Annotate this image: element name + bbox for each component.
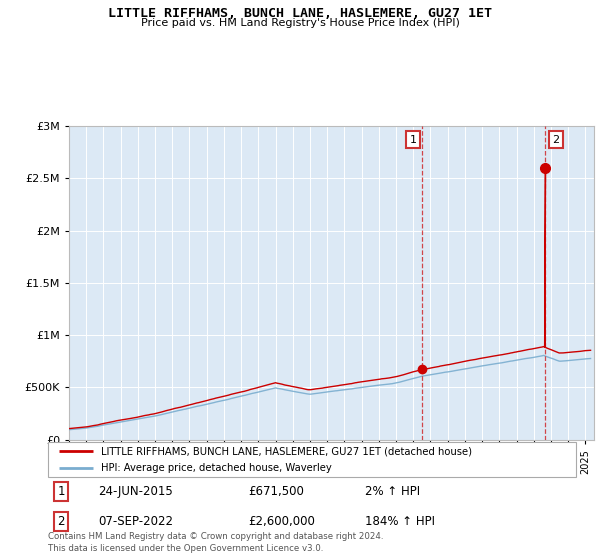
Text: 2% ↑ HPI: 2% ↑ HPI xyxy=(365,485,420,498)
Bar xyxy=(422,126,594,440)
Text: LITTLE RIFFHAMS, BUNCH LANE, HASLEMERE, GU27 1ET: LITTLE RIFFHAMS, BUNCH LANE, HASLEMERE, … xyxy=(108,7,492,20)
Text: 2: 2 xyxy=(552,134,559,144)
Text: 184% ↑ HPI: 184% ↑ HPI xyxy=(365,515,435,528)
Text: Price paid vs. HM Land Registry's House Price Index (HPI): Price paid vs. HM Land Registry's House … xyxy=(140,18,460,28)
Text: 07-SEP-2022: 07-SEP-2022 xyxy=(98,515,173,528)
FancyBboxPatch shape xyxy=(48,442,576,477)
Text: Contains HM Land Registry data © Crown copyright and database right 2024.
This d: Contains HM Land Registry data © Crown c… xyxy=(48,533,383,553)
Text: £2,600,000: £2,600,000 xyxy=(248,515,316,528)
Text: 2: 2 xyxy=(58,515,65,528)
Text: £671,500: £671,500 xyxy=(248,485,305,498)
Text: 24-JUN-2015: 24-JUN-2015 xyxy=(98,485,173,498)
Text: 1: 1 xyxy=(58,485,65,498)
Text: LITTLE RIFFHAMS, BUNCH LANE, HASLEMERE, GU27 1ET (detached house): LITTLE RIFFHAMS, BUNCH LANE, HASLEMERE, … xyxy=(101,446,472,456)
Text: 1: 1 xyxy=(409,134,416,144)
Text: HPI: Average price, detached house, Waverley: HPI: Average price, detached house, Wave… xyxy=(101,464,332,473)
